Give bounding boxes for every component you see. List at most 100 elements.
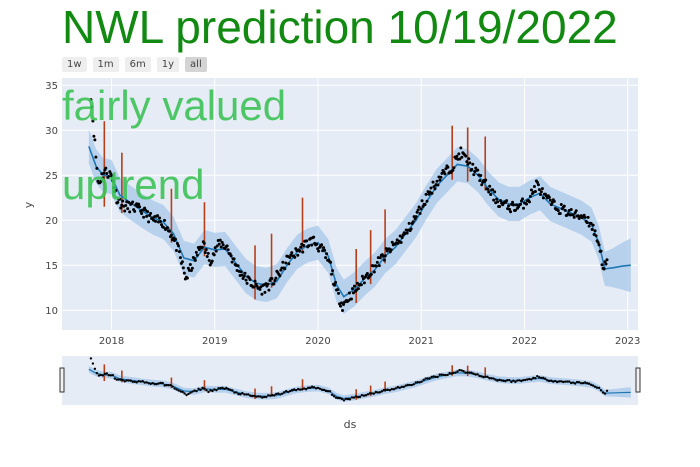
actual-point bbox=[159, 381, 162, 385]
x-tick-label: 2022 bbox=[512, 336, 537, 347]
actual-point bbox=[382, 258, 386, 262]
actual-point bbox=[230, 260, 234, 264]
actual-point bbox=[127, 200, 131, 204]
actual-point bbox=[290, 388, 294, 392]
actual-point bbox=[486, 375, 489, 379]
actual-point bbox=[364, 394, 368, 397]
actual-point bbox=[194, 250, 198, 254]
actual-point bbox=[288, 389, 292, 393]
actual-point bbox=[601, 391, 605, 394]
actual-point bbox=[600, 263, 604, 267]
actual-points bbox=[89, 98, 609, 313]
actual-point bbox=[176, 244, 180, 248]
range-button-1w[interactable]: 1w bbox=[62, 57, 87, 72]
actual-point bbox=[589, 221, 593, 225]
actual-point bbox=[439, 175, 443, 179]
actual-point bbox=[489, 192, 493, 196]
range-button-all[interactable]: all bbox=[185, 57, 207, 72]
uncertainty-band-area bbox=[88, 365, 631, 402]
actual-point bbox=[181, 266, 185, 270]
actual-point bbox=[538, 193, 542, 197]
actual-point bbox=[526, 378, 529, 381]
actual-point bbox=[410, 383, 413, 387]
actual-point bbox=[587, 224, 591, 228]
y-tick-label: 35 bbox=[45, 81, 58, 92]
actual-point bbox=[118, 197, 122, 201]
actual-point bbox=[109, 374, 113, 377]
actual-point bbox=[423, 203, 427, 207]
actual-point bbox=[99, 179, 103, 183]
actual-point bbox=[273, 278, 277, 282]
actual-point bbox=[91, 119, 95, 123]
actual-point bbox=[115, 378, 119, 381]
actual-point bbox=[243, 271, 247, 275]
actual-point bbox=[534, 376, 537, 380]
actual-point bbox=[498, 378, 501, 382]
actual-point bbox=[455, 154, 459, 158]
actual-point bbox=[599, 389, 603, 392]
actual-point bbox=[384, 388, 388, 391]
actual-point bbox=[211, 389, 214, 393]
actual-point bbox=[388, 389, 392, 392]
actual-point bbox=[571, 381, 575, 384]
range-slider[interactable] bbox=[59, 356, 641, 405]
range-button-6m[interactable]: 6m bbox=[124, 57, 151, 72]
actual-point bbox=[121, 199, 125, 203]
actual-point bbox=[417, 205, 421, 209]
actual-point bbox=[451, 168, 455, 172]
actual-point bbox=[298, 388, 302, 391]
actual-point bbox=[569, 381, 573, 385]
actual-point bbox=[205, 389, 208, 392]
range-slider-left-handle[interactable] bbox=[59, 367, 65, 393]
actual-point bbox=[457, 152, 461, 156]
actual-point bbox=[416, 208, 420, 212]
actual-point bbox=[583, 215, 587, 219]
actual-point bbox=[464, 371, 467, 374]
actual-point bbox=[480, 183, 484, 187]
actual-point bbox=[527, 200, 531, 204]
actual-point bbox=[488, 377, 491, 380]
actual-point bbox=[189, 391, 192, 394]
slider-band bbox=[88, 365, 631, 402]
actual-point bbox=[155, 383, 158, 386]
actual-point bbox=[583, 381, 587, 384]
x-tick-label: 2023 bbox=[615, 336, 640, 347]
actual-point bbox=[133, 209, 137, 213]
actual-point bbox=[559, 380, 563, 383]
actual-point bbox=[472, 173, 476, 177]
actual-point bbox=[279, 393, 282, 396]
actual-point bbox=[596, 240, 600, 244]
actual-point bbox=[123, 380, 126, 383]
actual-point bbox=[207, 258, 211, 262]
actual-point bbox=[536, 183, 540, 187]
actual-point bbox=[141, 380, 144, 383]
actual-point bbox=[436, 183, 440, 187]
actual-point bbox=[203, 387, 206, 390]
actual-point bbox=[400, 385, 403, 389]
x-axis-label: ds bbox=[344, 418, 357, 431]
y-tick-label: 30 bbox=[45, 126, 58, 137]
actual-point bbox=[249, 394, 252, 397]
actual-point bbox=[348, 398, 352, 401]
actual-point bbox=[329, 260, 333, 264]
actual-point bbox=[468, 161, 472, 165]
actual-point bbox=[446, 373, 449, 377]
actual-point bbox=[567, 380, 571, 383]
actual-point bbox=[165, 383, 168, 387]
actual-point bbox=[212, 253, 216, 257]
actual-point bbox=[378, 391, 382, 394]
actual-point bbox=[263, 395, 266, 399]
actual-point bbox=[204, 248, 208, 252]
range-button-1y[interactable]: 1y bbox=[156, 57, 180, 72]
actual-point bbox=[458, 157, 462, 161]
actual-point bbox=[350, 396, 354, 399]
actual-point bbox=[436, 375, 439, 379]
actual-point bbox=[571, 213, 575, 217]
actual-point bbox=[383, 254, 387, 258]
actual-point bbox=[199, 388, 202, 391]
actual-point bbox=[169, 383, 172, 387]
actual-point bbox=[400, 236, 404, 240]
actual-point bbox=[484, 178, 488, 182]
range-button-1m[interactable]: 1m bbox=[92, 57, 119, 72]
range-slider-right-handle[interactable] bbox=[635, 367, 641, 393]
